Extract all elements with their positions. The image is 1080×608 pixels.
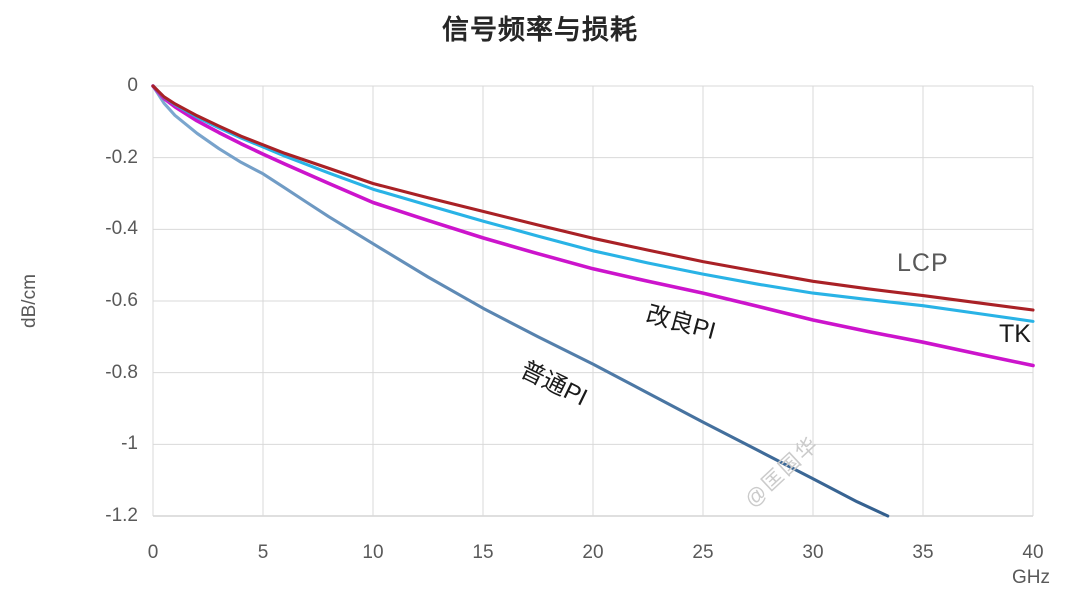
x-tick-label: 35 <box>912 542 934 563</box>
x-tick-label: 40 <box>1022 542 1044 563</box>
series-line-改良PI <box>151 84 1035 368</box>
x-tick-label: 25 <box>692 542 714 563</box>
y-tick-label: -0.4 <box>105 218 138 240</box>
y-tick-label: -0.6 <box>105 290 138 311</box>
x-tick-label: 10 <box>362 542 384 563</box>
chart-title: 信号频率与损耗 <box>442 15 638 45</box>
y-tick-label: 0 <box>127 75 138 96</box>
series-label-tk: TK <box>999 320 1031 348</box>
y-axis-unit-label: dB/cm <box>19 274 40 328</box>
x-tick-label: 30 <box>802 542 824 563</box>
x-tick-label: 5 <box>257 542 269 563</box>
y-tick-label: -1 <box>121 433 138 455</box>
series-line-LCP <box>151 84 1035 312</box>
series-line-普通PI <box>151 84 890 518</box>
x-axis-unit-label: GHz <box>1012 567 1050 588</box>
x-tick-label: 15 <box>472 542 494 563</box>
x-tick-label: 0 <box>147 542 159 563</box>
y-tick-label: -0.8 <box>105 361 138 383</box>
series-label-lcp: LCP <box>897 249 949 277</box>
x-tick-label: 20 <box>582 542 604 563</box>
y-tick-label: -0.2 <box>105 146 138 168</box>
y-tick-label: -1.2 <box>105 505 138 526</box>
